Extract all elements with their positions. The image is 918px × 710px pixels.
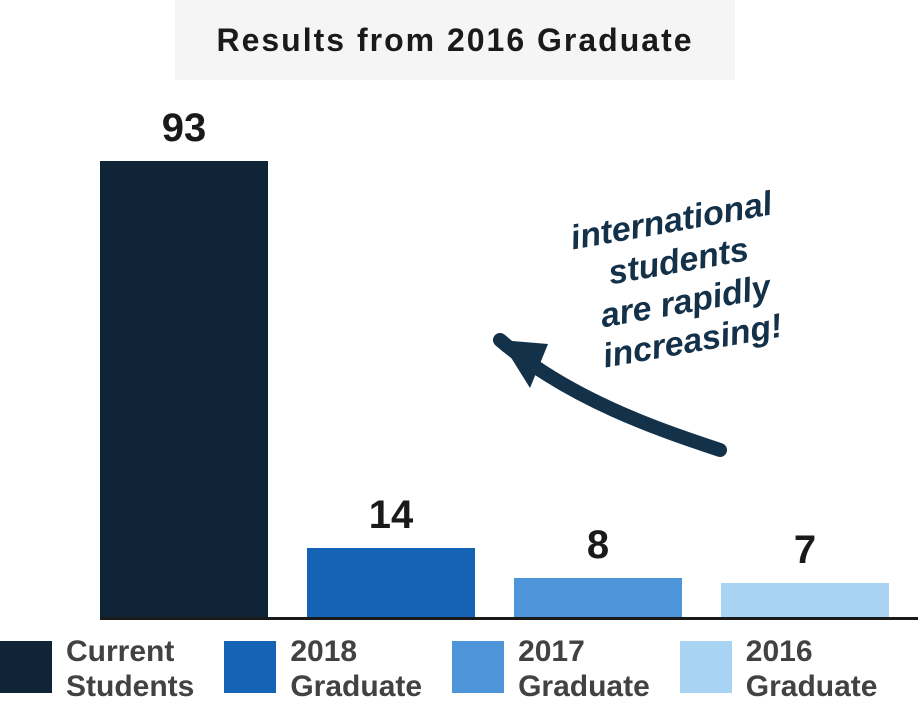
bar-label-g2017: 8	[514, 523, 682, 568]
legend-label-g2016: 2016 Graduate	[746, 635, 878, 704]
legend-item-g2017: 2017 Graduate	[452, 635, 650, 710]
chart-title-box: Results from 2016 Graduate	[175, 0, 735, 80]
legend-swatch-g2016	[680, 641, 732, 693]
chart-annotation: international students are rapidly incre…	[567, 184, 796, 380]
legend-swatch-g2017	[452, 641, 504, 693]
legend-swatch-current	[0, 641, 52, 693]
legend-label-g2017: 2017 Graduate	[518, 635, 650, 704]
legend-item-g2018: 2018 Graduate	[224, 635, 422, 710]
bar-current: 93	[100, 161, 268, 617]
bar-g2016: 7	[721, 583, 889, 617]
legend-label-g2018: 2018 Graduate	[290, 635, 422, 704]
bar-g2017: 8	[514, 578, 682, 617]
bar-label-current: 93	[100, 106, 268, 151]
legend-label-current: Current Students	[66, 635, 194, 704]
legend-item-g2016: 2016 Graduate	[680, 635, 878, 710]
chart-legend: Current Students 2018 Graduate 2017 Gradua…	[0, 635, 918, 710]
legend-item-current: Current Students	[0, 635, 194, 710]
bar-label-g2016: 7	[721, 528, 889, 573]
bar-label-g2018: 14	[307, 493, 475, 538]
chart-plot-area: international students are rapidly incre…	[100, 90, 880, 620]
bar-g2018: 14	[307, 548, 475, 617]
chart-title: Results from 2016 Graduate	[216, 22, 693, 59]
legend-swatch-g2018	[224, 641, 276, 693]
chart-container: Results from 2016 Graduate international…	[0, 0, 918, 710]
